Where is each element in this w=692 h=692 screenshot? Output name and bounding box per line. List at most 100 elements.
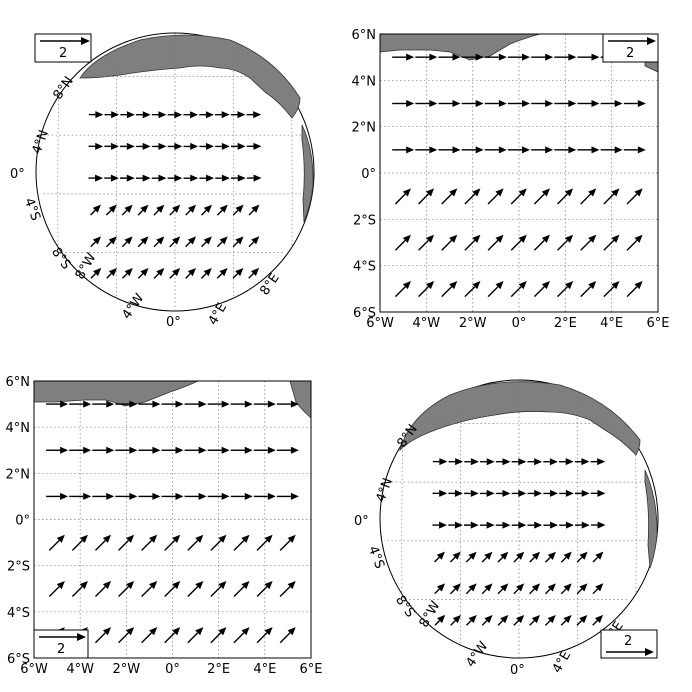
wind-vector xyxy=(46,446,69,454)
map-frame xyxy=(379,33,659,313)
wind-vector xyxy=(418,281,435,298)
panel-bottom-left-map: 6°N 4°N 2°N 0° 2°S 4°S 6°S6°W 4°W 2°W 0° 2°E 4°E 6°E… xyxy=(6,375,323,677)
wind-vector xyxy=(164,534,181,551)
wind-vector xyxy=(121,267,133,279)
wind-vector xyxy=(71,580,88,598)
wind-vector xyxy=(276,400,299,408)
wind-vector xyxy=(623,100,646,107)
wind-vector xyxy=(118,534,135,551)
wind-vector xyxy=(216,236,228,248)
wind-vector xyxy=(210,627,227,644)
wind-vector xyxy=(487,188,504,205)
wind-vector xyxy=(484,53,507,61)
wind-vector xyxy=(432,489,448,497)
wind-vector xyxy=(560,583,572,595)
wind-vector xyxy=(441,234,458,251)
lat-tick-label: 2°N xyxy=(352,121,377,136)
wind-vector xyxy=(216,204,228,216)
wind-vector xyxy=(623,146,646,154)
wind-vector xyxy=(450,583,461,595)
wind-vector xyxy=(392,100,415,107)
wind-vector xyxy=(497,551,509,563)
wind-vector xyxy=(543,489,559,497)
map-gridlines xyxy=(34,381,311,658)
wind-vector xyxy=(207,400,230,408)
wind-vector xyxy=(153,268,165,279)
lat-label-4n: 4°N xyxy=(374,476,396,504)
lat-tick-label: 4°N xyxy=(6,421,31,436)
lon-tick-label: 0° xyxy=(512,316,527,331)
vector-group xyxy=(88,111,262,279)
wind-vector xyxy=(231,174,246,182)
wind-vector xyxy=(279,580,296,598)
globe-gridlines xyxy=(43,33,307,311)
lat-tick-label: 6°S xyxy=(353,306,376,321)
vector-group xyxy=(392,53,646,298)
wind-vector xyxy=(531,100,554,107)
lon-tick-label: 6°W xyxy=(366,316,394,331)
grid-line-lon xyxy=(459,394,462,644)
wind-vector xyxy=(576,614,588,626)
wind-vector xyxy=(185,204,197,216)
lat-tick-label: 2°N xyxy=(6,467,31,482)
map-gridlines xyxy=(380,34,658,312)
wind-vector xyxy=(626,234,643,251)
grid-line-lon xyxy=(115,47,118,297)
wind-vector xyxy=(121,236,133,248)
lat-tick-label: 4°N xyxy=(352,74,377,89)
wind-vector xyxy=(527,458,543,466)
wind-vector xyxy=(513,583,525,595)
wind-vector xyxy=(246,174,262,182)
wind-vector xyxy=(253,492,276,500)
lon-label-8w: 8°W xyxy=(417,599,444,631)
wind-vector xyxy=(167,174,183,182)
wind-vector xyxy=(88,111,104,119)
wind-vector xyxy=(161,492,184,500)
wind-vector xyxy=(432,521,448,529)
wind-vector xyxy=(71,534,88,551)
lon-label-0: 0° xyxy=(510,663,525,678)
lat-label-8s: 8°S xyxy=(48,245,73,272)
wind-vector xyxy=(479,489,495,497)
vector-group xyxy=(432,458,606,626)
wind-vector xyxy=(394,188,411,205)
wind-vector xyxy=(392,146,415,154)
lat-tick-label: 6°S xyxy=(7,652,30,667)
lat-tick-label: 0° xyxy=(361,167,376,182)
wind-vector xyxy=(104,142,119,150)
wind-vector xyxy=(48,534,65,551)
lon-tick-label: 2°W xyxy=(113,662,141,677)
wind-vector xyxy=(438,100,461,107)
axis-labels: 6°N 4°N 2°N 0° 2°S 4°S 6°S6°W 4°W 2°W 0° 2°E 4°E 6°E xyxy=(6,375,323,677)
wind-vector xyxy=(141,534,158,551)
wind-vector xyxy=(438,146,461,154)
wind-vector xyxy=(199,142,215,150)
lon-tick-label: 4°E xyxy=(600,316,623,331)
wind-vector xyxy=(438,53,461,61)
wind-vector xyxy=(164,580,181,598)
wind-vector xyxy=(151,142,167,150)
wind-vector xyxy=(136,111,151,119)
wind-vector xyxy=(88,174,104,182)
wind-vector xyxy=(201,204,212,216)
wind-vector xyxy=(207,446,230,454)
wind-vector xyxy=(545,551,556,563)
lat-label-4n: 4°N xyxy=(30,128,52,156)
wind-vector xyxy=(105,204,117,216)
wind-vector xyxy=(90,236,102,248)
wind-vector xyxy=(531,53,554,61)
wind-vector xyxy=(248,267,260,279)
wind-vector xyxy=(246,142,262,150)
wind-vector xyxy=(513,615,525,626)
wind-vector xyxy=(90,204,101,216)
wind-vector xyxy=(484,100,507,107)
lon-label-0: 0° xyxy=(166,315,181,330)
wind-vector xyxy=(461,100,484,107)
wind-vector xyxy=(464,489,479,497)
lon-tick-label: 0° xyxy=(165,662,180,677)
wind-vector xyxy=(529,551,541,563)
scale-key-label: 2 xyxy=(59,46,67,61)
wind-vector xyxy=(461,53,484,61)
wind-vector xyxy=(533,188,550,205)
wind-vector xyxy=(545,583,556,595)
